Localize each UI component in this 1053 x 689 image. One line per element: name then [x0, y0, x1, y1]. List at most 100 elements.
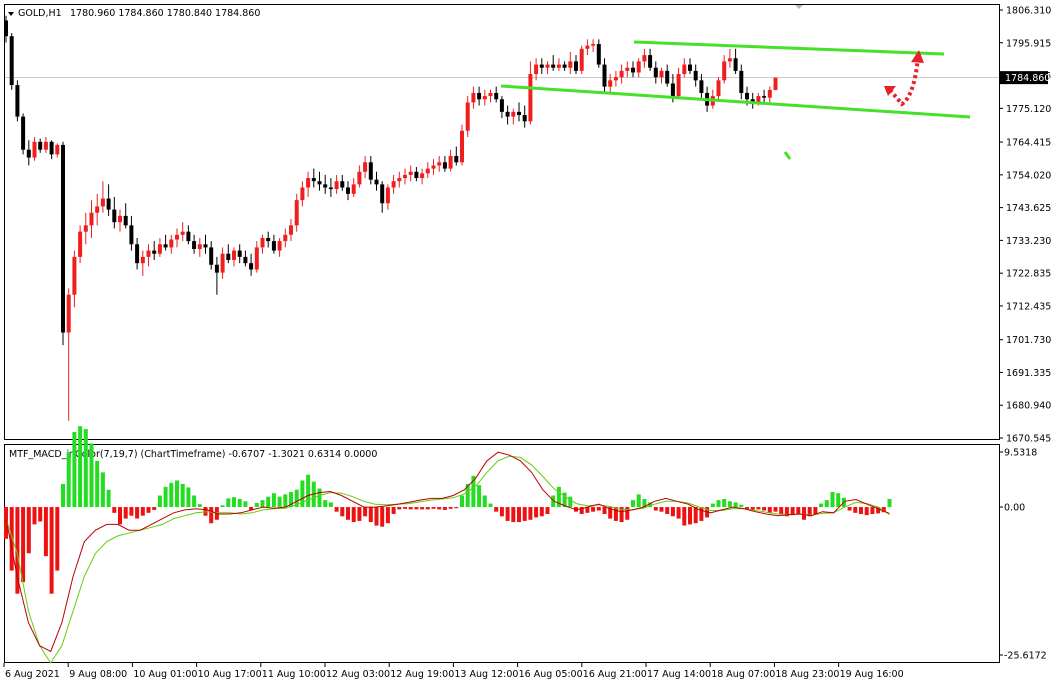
candle — [420, 168, 425, 185]
candle-body — [328, 187, 333, 190]
macd-histogram-bar — [887, 498, 892, 508]
price-tick-label: 1701.730 — [1006, 335, 1051, 346]
macd-histogram-bar — [437, 507, 442, 510]
macd-histogram-bar — [460, 495, 464, 508]
candle-body — [556, 64, 561, 68]
macd-histogram-bar — [813, 507, 818, 514]
macd-histogram-bar — [140, 507, 145, 516]
candle — [733, 48, 738, 75]
candle-body — [232, 250, 236, 261]
macd-histogram-bar — [727, 501, 732, 508]
candle-body — [442, 162, 447, 169]
candle-body — [727, 58, 732, 62]
candle — [197, 237, 202, 257]
candle — [283, 228, 288, 248]
candle-body — [431, 165, 436, 169]
macd-histogram-bar — [688, 507, 692, 525]
macd-histogram-bar — [870, 507, 875, 514]
macd-histogram-bar — [425, 507, 430, 510]
candle — [385, 184, 390, 210]
candle — [83, 212, 88, 245]
macd-histogram-bar — [129, 507, 134, 516]
macd-histogram-bar — [32, 507, 37, 525]
channel-lower-line[interactable] — [500, 84, 971, 119]
candle — [448, 149, 453, 172]
macd-line — [5, 451, 890, 653]
candle-body — [756, 96, 761, 103]
candle-body — [551, 64, 556, 68]
macd-tick-label: 9.5318 — [1004, 448, 1037, 459]
candle-body — [750, 99, 755, 103]
chart-shift-marker[interactable] — [795, 5, 803, 9]
candle-body — [66, 294, 71, 333]
macd-histogram-bar — [596, 507, 601, 511]
candle — [511, 108, 516, 125]
candle — [517, 102, 521, 122]
candle-body — [517, 111, 521, 116]
macd-histogram-bar — [716, 500, 721, 508]
candle — [260, 234, 265, 254]
candle — [460, 124, 464, 166]
candle — [676, 67, 681, 100]
macd-histogram-bar — [55, 507, 60, 571]
macd-histogram-bar — [477, 485, 482, 508]
candle — [363, 155, 368, 179]
macd-histogram-bar — [682, 507, 687, 526]
price-tick-label: 1733.230 — [1006, 236, 1051, 247]
candle-body — [522, 115, 527, 122]
candle-body — [745, 92, 749, 100]
candle-body — [534, 64, 539, 75]
macd-histogram-bar — [152, 507, 157, 510]
macd-histogram-bar — [807, 507, 812, 517]
candle-body — [146, 250, 151, 257]
macd-histogram-bar — [665, 507, 670, 514]
candle — [38, 138, 43, 153]
projection-arrow[interactable] — [888, 57, 920, 107]
time-tick-label: 11 Aug 10:00 — [262, 669, 326, 680]
macd-histogram-bar — [642, 498, 647, 508]
candle — [579, 45, 584, 75]
candle — [78, 225, 83, 264]
macd-histogram-bar — [750, 507, 755, 511]
candle-body — [403, 174, 407, 179]
macd-histogram-bar — [448, 507, 453, 509]
macd-histogram-bar — [385, 507, 390, 524]
candle-body — [83, 225, 88, 232]
candle-body — [294, 200, 299, 226]
candle-body — [266, 237, 271, 242]
candle-body — [363, 162, 368, 172]
macd-histogram-bar — [551, 495, 556, 508]
time-tick-label: 10 Aug 01:00 — [133, 669, 197, 680]
price-tick-label: 1722.835 — [1006, 269, 1051, 280]
chevron-down-icon[interactable] — [8, 12, 14, 16]
price-pane-frame — [4, 4, 1000, 440]
candle — [123, 203, 128, 229]
candle-body — [55, 144, 60, 155]
macd-histogram-bar — [363, 507, 368, 517]
candle — [551, 55, 556, 71]
candle — [465, 96, 470, 138]
candle-body — [289, 225, 293, 235]
channel-upper-line[interactable] — [633, 40, 945, 56]
candle-body — [334, 181, 339, 190]
candle — [767, 86, 772, 103]
macd-histogram-bar — [784, 507, 789, 517]
macd-histogram-bar — [653, 507, 658, 511]
macd-histogram-bar — [836, 493, 841, 508]
candle — [619, 64, 624, 84]
macd-histogram-bar — [676, 507, 681, 519]
candle — [505, 105, 510, 125]
candle — [135, 237, 140, 270]
macd-histogram-bar — [465, 483, 470, 508]
candle — [9, 33, 14, 90]
candle-body — [482, 96, 487, 100]
macd-histogram-bar — [197, 504, 202, 508]
candle-body — [385, 187, 390, 204]
time-tick-label: 16 Aug 05:00 — [519, 669, 583, 680]
candle — [55, 143, 60, 158]
macd-histogram-bar — [163, 486, 168, 508]
candle-body — [659, 70, 664, 78]
macd-histogram-bar — [454, 507, 459, 509]
candle-body — [642, 55, 647, 62]
macd-histogram-bar — [209, 507, 214, 524]
